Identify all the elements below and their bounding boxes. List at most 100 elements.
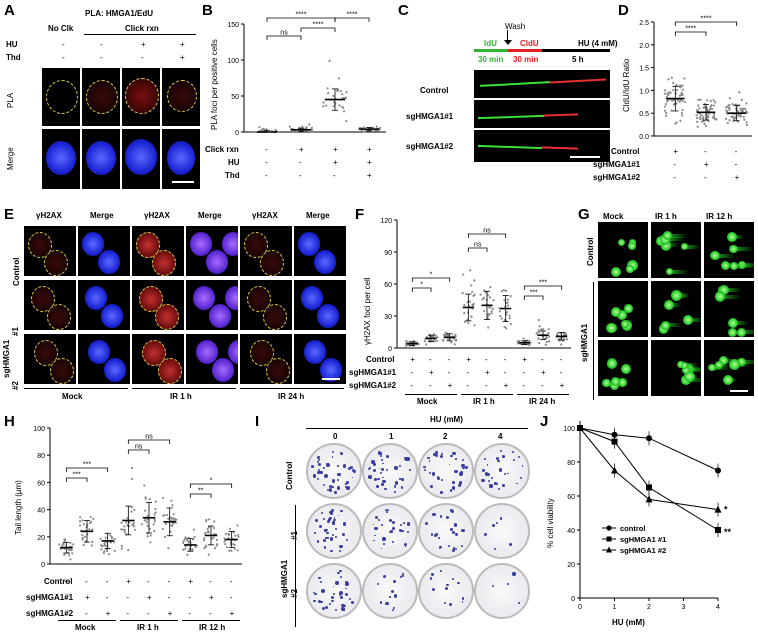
panel-letter-i: I — [255, 413, 260, 430]
nucleus — [34, 340, 58, 366]
e-row-1: #1 — [11, 327, 20, 336]
f-sign: - — [466, 381, 469, 390]
nucleus — [47, 304, 71, 330]
h-sign: + — [188, 577, 193, 586]
data-point — [509, 322, 513, 326]
data-point — [702, 117, 705, 120]
colony — [325, 463, 330, 467]
colony — [399, 478, 402, 481]
colony — [516, 482, 519, 485]
colony — [374, 526, 378, 531]
colony — [331, 596, 335, 600]
data-point — [725, 111, 728, 115]
colony — [316, 456, 320, 460]
panel-letter-c: C — [398, 2, 409, 19]
colony — [324, 474, 328, 478]
data-point — [153, 513, 156, 516]
data-point — [500, 290, 503, 293]
data-point — [203, 539, 206, 542]
comet-head — [729, 244, 738, 253]
data-point — [113, 549, 116, 552]
e-img-0-3 — [186, 226, 238, 276]
d-sig-2-bracket — [674, 21, 738, 26]
data-point — [540, 328, 543, 331]
colony — [318, 600, 322, 604]
nucleus — [228, 340, 238, 364]
colony — [317, 460, 320, 463]
marker-square — [646, 484, 652, 491]
data-point — [545, 340, 548, 344]
comet-tail — [684, 244, 701, 249]
data-point — [663, 105, 666, 108]
b-ylabel: PLA foci per positive cells — [210, 39, 219, 130]
data-point — [325, 104, 328, 107]
e-img-1-0 — [24, 280, 76, 330]
colony — [337, 472, 341, 477]
data-point — [237, 535, 240, 538]
f-sign: + — [410, 355, 415, 364]
data-point — [171, 504, 174, 507]
data-point — [548, 335, 551, 338]
y-tick-label: 50 — [231, 94, 239, 101]
y-tick-label: 80 — [37, 453, 45, 460]
f-sig-1-label: * — [420, 282, 423, 289]
c-row-sg2: sgHMGA1#2 — [406, 142, 454, 151]
f-group-1: IR 1 h — [473, 397, 495, 406]
data-point — [663, 109, 667, 112]
data-point — [672, 82, 675, 85]
colony — [312, 473, 317, 478]
data-point — [490, 312, 493, 315]
comet-tail — [667, 233, 687, 238]
e-col-2: γH2AX — [144, 211, 170, 220]
colony — [398, 528, 402, 533]
dish-0-2 — [418, 443, 474, 499]
f-sig-4-label: ns — [483, 228, 491, 235]
data-point — [162, 496, 165, 499]
panel-letter-b: B — [202, 2, 213, 19]
colony — [331, 508, 335, 512]
comet-head — [681, 243, 689, 251]
colony — [378, 467, 381, 470]
nucleus — [155, 304, 179, 330]
data-point — [697, 98, 700, 101]
data-point — [667, 93, 670, 97]
colony — [346, 486, 350, 490]
colony — [429, 484, 433, 488]
data-point — [683, 100, 687, 104]
colony — [491, 477, 494, 480]
data-point — [728, 107, 731, 110]
comet-head — [611, 266, 622, 278]
f-sign: - — [410, 368, 413, 377]
colony — [342, 533, 346, 537]
data-point — [739, 113, 742, 117]
colony — [406, 530, 409, 533]
data-point — [680, 93, 683, 96]
colony — [323, 546, 327, 549]
colony — [331, 599, 335, 603]
data-point — [332, 94, 335, 97]
colony — [325, 531, 329, 535]
comet-head — [737, 357, 746, 367]
data-point — [88, 528, 91, 531]
data-point — [339, 89, 342, 93]
panel-letter-f: F — [355, 206, 365, 223]
a-hu-sign-2: - — [100, 40, 103, 49]
nucleus — [50, 358, 74, 384]
data-point — [667, 78, 670, 81]
colony — [499, 517, 503, 520]
colony — [453, 523, 458, 527]
colony — [392, 521, 395, 524]
colony — [334, 518, 337, 521]
data-point — [470, 284, 473, 287]
colony — [481, 468, 486, 473]
colony — [393, 594, 397, 598]
data-point — [292, 130, 295, 134]
data-point — [92, 517, 95, 520]
e-group-line — [132, 388, 236, 389]
data-point — [130, 466, 134, 470]
colony — [345, 580, 348, 584]
data-point — [462, 273, 465, 276]
data-point — [308, 123, 311, 126]
data-point — [113, 538, 116, 541]
